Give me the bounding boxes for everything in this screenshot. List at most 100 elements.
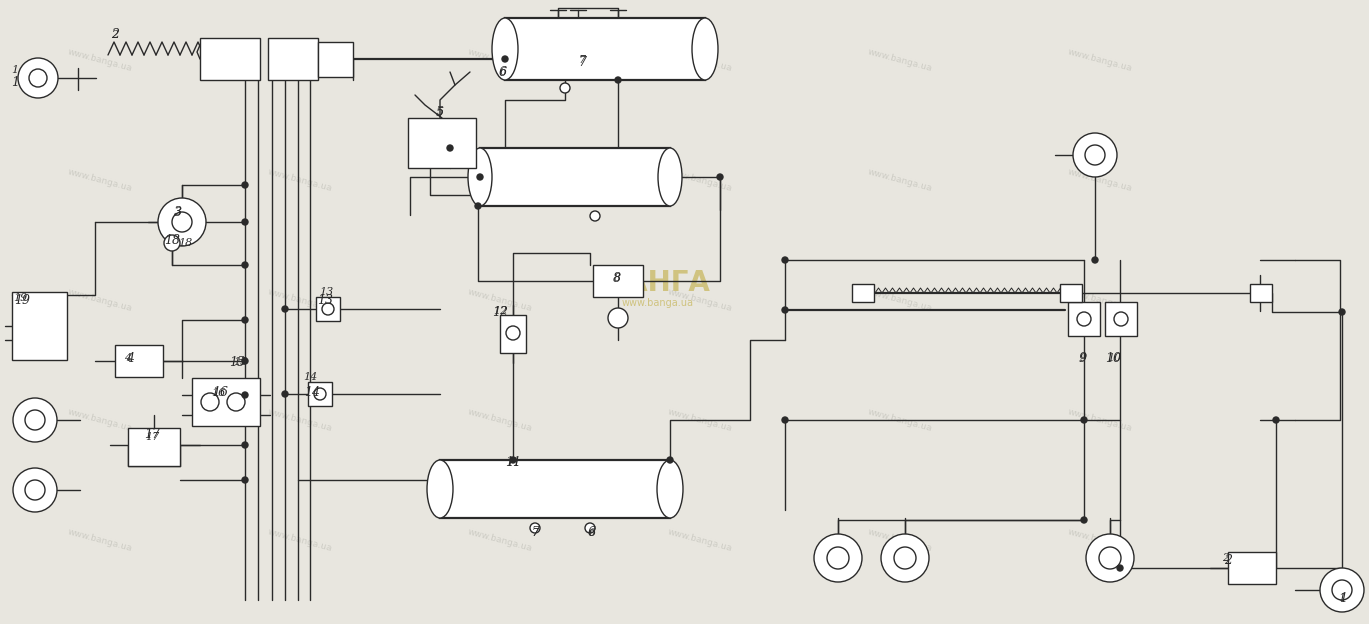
Bar [12,292,67,360]
Circle shape [1332,580,1353,600]
Ellipse shape [657,460,683,518]
Text: 2: 2 [111,30,119,40]
Circle shape [1086,534,1134,582]
Text: 14: 14 [304,386,320,399]
Text: www.banga.ua: www.banga.ua [67,287,133,313]
Circle shape [25,410,45,430]
Text: 14: 14 [303,372,318,382]
Text: www.banga.ua: www.banga.ua [667,527,734,553]
Text: 13: 13 [318,293,333,306]
Text: 3: 3 [174,207,182,217]
Circle shape [1092,257,1098,263]
Text: www.banga.ua: www.banga.ua [467,527,534,553]
Text: www.banga.ua: www.banga.ua [267,407,333,433]
Text: 2: 2 [1224,553,1232,567]
Circle shape [827,547,849,569]
Bar [1105,302,1138,336]
Circle shape [1086,145,1105,165]
Text: www.banga.ua: www.banga.ua [467,47,534,73]
Ellipse shape [468,148,491,206]
Bar [439,460,669,518]
Text: 11: 11 [505,457,522,469]
Text: www.banga.ua: www.banga.ua [267,47,333,73]
Text: www.banga.ua: www.banga.ua [667,287,734,313]
Circle shape [1077,312,1091,326]
Text: 1: 1 [1339,593,1346,603]
Circle shape [201,393,219,411]
Circle shape [1273,417,1279,423]
Bar [115,345,163,377]
Bar [1060,284,1082,302]
Text: www.banga.ua: www.banga.ua [67,407,133,433]
Text: www.banga.ua: www.banga.ua [867,527,934,553]
Bar [192,378,260,426]
Text: 16: 16 [211,388,225,398]
Text: 10: 10 [1108,353,1121,363]
Text: www.banga.ua: www.banga.ua [667,407,734,433]
Text: www.banga.ua: www.banga.ua [1066,287,1134,313]
Bar [505,18,705,80]
Circle shape [815,534,862,582]
Circle shape [242,317,248,323]
Circle shape [314,388,326,400]
Circle shape [1082,517,1087,523]
Circle shape [1320,568,1364,612]
Text: www.banga.ua: www.banga.ua [467,167,534,193]
Circle shape [172,212,192,232]
Circle shape [608,308,628,328]
Ellipse shape [427,460,453,518]
Bar [316,297,340,321]
Text: 4: 4 [126,351,134,364]
Bar [852,284,873,302]
Circle shape [242,392,248,398]
Circle shape [12,398,57,442]
Text: 12: 12 [491,306,508,319]
Bar [500,315,526,353]
Text: 2: 2 [111,29,119,42]
Circle shape [560,83,570,93]
Circle shape [242,219,248,225]
Circle shape [242,358,248,364]
Circle shape [530,523,539,533]
Text: 10: 10 [1105,351,1121,364]
Circle shape [1082,417,1087,423]
Text: www.banga.ua: www.banga.ua [67,527,133,553]
Bar [127,428,179,466]
Text: 7: 7 [531,527,539,540]
Bar [408,118,476,168]
Circle shape [448,145,453,151]
Bar [268,38,318,80]
Text: 5: 5 [437,107,444,117]
Circle shape [882,534,930,582]
Circle shape [615,77,622,83]
Text: 7: 7 [531,528,538,538]
Bar [1228,552,1276,584]
Circle shape [667,457,674,463]
Ellipse shape [691,18,717,80]
Text: www.banga.ua: www.banga.ua [667,47,734,73]
Text: www.banga.ua: www.banga.ua [622,298,694,308]
Text: 15: 15 [229,356,245,369]
Text: www.banga.ua: www.banga.ua [867,287,934,313]
Bar [200,38,260,80]
Circle shape [585,523,596,533]
Text: 18: 18 [164,233,179,246]
Circle shape [227,393,245,411]
Text: 17: 17 [145,432,159,442]
Circle shape [242,442,248,448]
Text: 11: 11 [507,458,520,468]
Text: 7: 7 [578,56,586,69]
Circle shape [782,307,789,313]
Text: 9: 9 [1079,353,1087,363]
Text: www.banga.ua: www.banga.ua [67,47,133,73]
Circle shape [164,235,179,251]
Text: 9: 9 [1079,351,1087,364]
Circle shape [1339,309,1344,315]
Text: 19: 19 [12,293,27,303]
Circle shape [782,417,789,423]
Bar [481,148,669,206]
Text: 16: 16 [212,386,229,399]
Circle shape [242,262,248,268]
Circle shape [1099,547,1121,569]
Circle shape [475,203,481,209]
